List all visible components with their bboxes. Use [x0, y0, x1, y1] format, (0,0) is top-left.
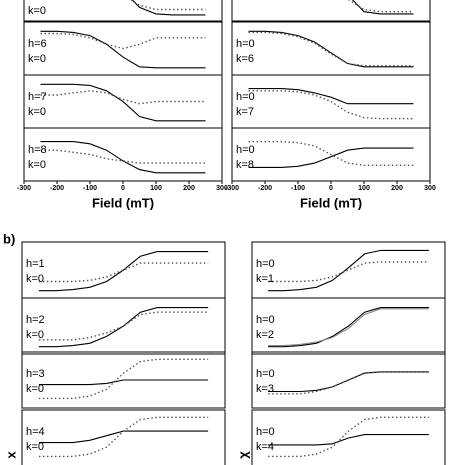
panel-text: k=0 [28, 5, 46, 17]
curve [38, 416, 209, 458]
x-axis-label: Field (mT) [92, 195, 154, 210]
panel-text: k=1 [256, 273, 274, 285]
x-tick-label: 100 [358, 185, 370, 192]
curve [268, 308, 429, 347]
panel-label: b) [3, 231, 15, 246]
curve [268, 261, 429, 283]
panel-frame [23, 0, 223, 22]
panel-text: k=0 [28, 53, 46, 65]
curve [268, 249, 429, 292]
panel-text: h=0 [236, 91, 255, 103]
panel-text: k=0 [26, 441, 44, 453]
panel-text: k=8 [236, 159, 254, 171]
x-tick-label: 200 [391, 185, 403, 192]
curve [38, 251, 209, 292]
panel-text: k=0 [26, 383, 44, 395]
x-tick-label: 0 [329, 185, 333, 192]
curve [268, 371, 429, 395]
x-tick-label: 0 [121, 185, 125, 192]
panel-text: h=3 [26, 368, 45, 380]
curve [38, 430, 209, 444]
curve [268, 371, 429, 393]
curve [248, 140, 414, 166]
curve [40, 90, 206, 105]
panel-frame [251, 409, 446, 465]
panel-text: h=0 [236, 144, 255, 156]
panel-text: h=2 [26, 314, 45, 326]
curve [38, 379, 209, 386]
panel-text: h=0 [236, 38, 255, 50]
panel-text: h=0 [256, 368, 275, 380]
panel-frame [21, 409, 226, 465]
panel-frame [251, 297, 446, 355]
x-tick-label: 300 [424, 185, 436, 192]
panel-text: k=6 [236, 53, 254, 65]
curve [38, 307, 209, 348]
panel-text: h=1 [26, 258, 45, 270]
curve [130, 0, 206, 11]
panel-text: k=4 [256, 441, 274, 453]
x-tick-label: -300 [17, 185, 31, 192]
panel-text: k=0 [28, 159, 46, 171]
curve [131, 0, 206, 16]
curve [40, 30, 206, 69]
panel-text: k=0 [26, 273, 44, 285]
curve [248, 90, 414, 120]
curve [38, 358, 209, 400]
panel-text: k=0 [28, 106, 46, 118]
x-tick-label: 100 [150, 185, 162, 192]
panel-text: k=3 [256, 383, 274, 395]
x-tick-label: 200 [183, 185, 195, 192]
curve [248, 88, 414, 105]
panel-frame [21, 351, 226, 409]
curve [352, 0, 414, 15]
curve [268, 416, 429, 458]
x-tick-label: -100 [291, 185, 305, 192]
panel-frame [21, 297, 226, 355]
panel-text: h=8 [28, 144, 47, 156]
panel-text: h=6 [28, 38, 47, 50]
curve [40, 83, 206, 122]
curve [268, 307, 429, 348]
panel-text: h=0 [256, 314, 275, 326]
curve [40, 141, 206, 174]
curve [268, 434, 429, 446]
x-axis-label: Field (mT) [300, 195, 362, 210]
curve [348, 0, 414, 13]
panel-text: h=0 [256, 426, 275, 438]
curve [248, 31, 414, 67]
panel-text: k=7 [236, 106, 254, 118]
panel-text: h=0 [256, 258, 275, 270]
curve [38, 311, 209, 341]
panel-text: h=4 [26, 426, 45, 438]
panel-text: k=0 [26, 329, 44, 341]
panel-frame [251, 351, 446, 409]
x-tick-label: -100 [83, 185, 97, 192]
panel-text: h=7 [28, 91, 47, 103]
curve [40, 32, 206, 50]
x-tick-label: -200 [50, 185, 64, 192]
curve [38, 262, 209, 283]
curve [248, 147, 414, 168]
y-axis-label: χ [235, 451, 250, 459]
x-tick-label: -200 [258, 185, 272, 192]
panel-text: k=2 [256, 329, 274, 341]
curve [248, 30, 414, 68]
panel-frame [231, 0, 431, 22]
x-tick-label: 300 [216, 185, 228, 192]
x-tick-label: -300 [225, 185, 239, 192]
y-axis-label: x [3, 451, 18, 459]
